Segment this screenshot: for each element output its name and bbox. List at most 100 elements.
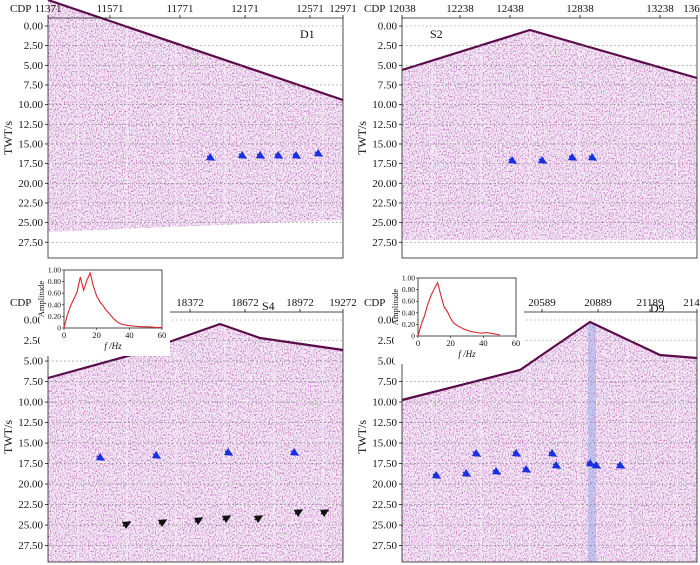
inset-y-tick-label: 0.40	[48, 300, 61, 309]
x-tick-label: 12438	[496, 3, 524, 15]
y-tick-label: 25.00	[18, 217, 43, 229]
x-axis-title: CDP	[364, 3, 385, 15]
black-arrow	[293, 509, 304, 518]
inset-y-tick-label: 0.60	[402, 297, 415, 306]
inset-y-tick-label: 0.60	[48, 289, 61, 298]
inset-y-tick-label: 1.00	[402, 274, 415, 283]
y-tick-label: 2.50	[24, 40, 44, 52]
black-arrow	[157, 519, 168, 528]
inset-x-title: f /Hz	[104, 341, 122, 351]
y-tick-label: 10.00	[18, 99, 43, 111]
blue-arrow	[615, 460, 626, 469]
y-tick-label: 2.50	[24, 335, 44, 347]
inset-y-tick-label: 0.80	[48, 277, 61, 286]
y-tick-label: 17.50	[18, 458, 43, 470]
x-tick-label: 12971	[329, 3, 357, 15]
y-tick-label: 25.00	[372, 520, 397, 532]
y-tick-label: 10.00	[18, 397, 43, 409]
seismic-section	[48, 0, 343, 232]
inset-y-tick-label: 0	[57, 324, 61, 333]
x-tick-label: 12038	[388, 3, 416, 15]
blue-arrow	[585, 458, 596, 467]
y-tick-label: 5.00	[378, 356, 398, 368]
blue-arrow	[205, 152, 216, 161]
x-tick-label: 20889	[584, 297, 612, 309]
y-tick-label: 5.00	[24, 60, 44, 72]
x-tick-label: 18372	[176, 297, 204, 309]
x-tick-label: 12838	[566, 3, 594, 15]
inset-x-tick-label: 40	[125, 330, 134, 340]
y-tick-label: 2.50	[378, 335, 398, 347]
panel-frame	[47, 311, 344, 563]
panel-s2: 0.00 2.50 5.00 7.50 10.00 12.50 15.00 17.50 20.0…	[355, 3, 700, 259]
inset-y-tick-label: 0.20	[48, 312, 61, 321]
blue-arrow	[511, 448, 522, 457]
inset-y-title: Amplitude	[36, 281, 46, 318]
x-tick-label: 18972	[286, 297, 314, 309]
y-tick-label: 7.50	[378, 79, 398, 91]
x-tick-label: 19272	[329, 297, 357, 309]
y-tick-label: 27.50	[18, 540, 43, 552]
y-tick-label: 10.00	[372, 397, 397, 409]
y-tick-label: 15.00	[372, 138, 397, 150]
inset-y-tick-label: 1.00	[48, 266, 61, 275]
panel-label: D1	[300, 27, 315, 41]
y-tick-label: 15.00	[18, 138, 43, 150]
x-tick-label: 12571	[296, 3, 324, 15]
y-tick-label: 22.50	[372, 499, 397, 511]
seismic-section	[402, 30, 697, 240]
blue-arrow	[567, 152, 578, 161]
y-tick-label: 27.50	[18, 237, 43, 249]
x-tick-label: 11371	[34, 3, 61, 15]
x-tick-label: 18672	[231, 297, 259, 309]
x-axis-title: CDP	[10, 297, 31, 309]
inset-x-tick-label: 20	[92, 330, 101, 340]
seafloor-horizon	[401, 28, 698, 80]
y-tick-label: 22.50	[372, 197, 397, 209]
black-arrow	[319, 509, 330, 518]
x-tick-label: 11771	[166, 3, 193, 15]
inset-y-tick-label: 0.80	[402, 285, 415, 294]
blue-arrow	[289, 447, 300, 456]
x-tick-label: 21189	[636, 297, 664, 309]
panel-label: S4	[262, 299, 275, 313]
blue-arrow	[237, 150, 248, 159]
inset-frame	[63, 269, 163, 329]
black-arrow	[193, 517, 204, 526]
blue-arrow	[461, 468, 472, 477]
y-tick-label: 5.00	[378, 60, 398, 72]
black-arrow	[121, 521, 132, 530]
y-tick-label: 20.00	[18, 479, 43, 491]
y-tick-label: 20.00	[372, 479, 397, 491]
inset-x-tick-label: 60	[512, 338, 521, 348]
y-tick-label: 10.00	[372, 99, 397, 111]
y-tick-label: 15.00	[18, 438, 43, 450]
x-axis-title: CDP	[10, 3, 31, 15]
panel-frame	[401, 17, 698, 259]
y-axis-title: TWT/s	[355, 420, 369, 454]
y-tick-label: 12.50	[372, 417, 397, 429]
panel-d9: 0.00 2.50 5.00 7.50 10.00 12.50 15.00 17.50 20.0…	[355, 272, 700, 563]
blue-arrow	[547, 448, 558, 457]
y-tick-label: 7.50	[24, 79, 44, 91]
inset-x-tick-label: 40	[479, 338, 488, 348]
blue-arrow	[471, 448, 482, 457]
y-tick-label: 7.50	[378, 376, 398, 388]
blue-arrow	[431, 470, 442, 479]
y-tick-label: 27.50	[372, 237, 397, 249]
y-tick-label: 12.50	[372, 119, 397, 131]
seafloor-horizon	[401, 320, 698, 402]
blue-arrow	[521, 464, 532, 473]
y-tick-label: 17.50	[372, 158, 397, 170]
blue-arrow	[255, 150, 266, 159]
y-axis-title: TWT/s	[355, 121, 369, 155]
blue-arrow	[537, 155, 548, 164]
panel-label: D9	[650, 301, 665, 315]
inset-x-tick-label: 0	[62, 330, 66, 340]
x-tick-label: 12238	[446, 3, 474, 15]
y-tick-label: 27.50	[372, 540, 397, 552]
y-tick-label: 0.00	[378, 315, 398, 327]
blue-arrow	[313, 148, 324, 157]
